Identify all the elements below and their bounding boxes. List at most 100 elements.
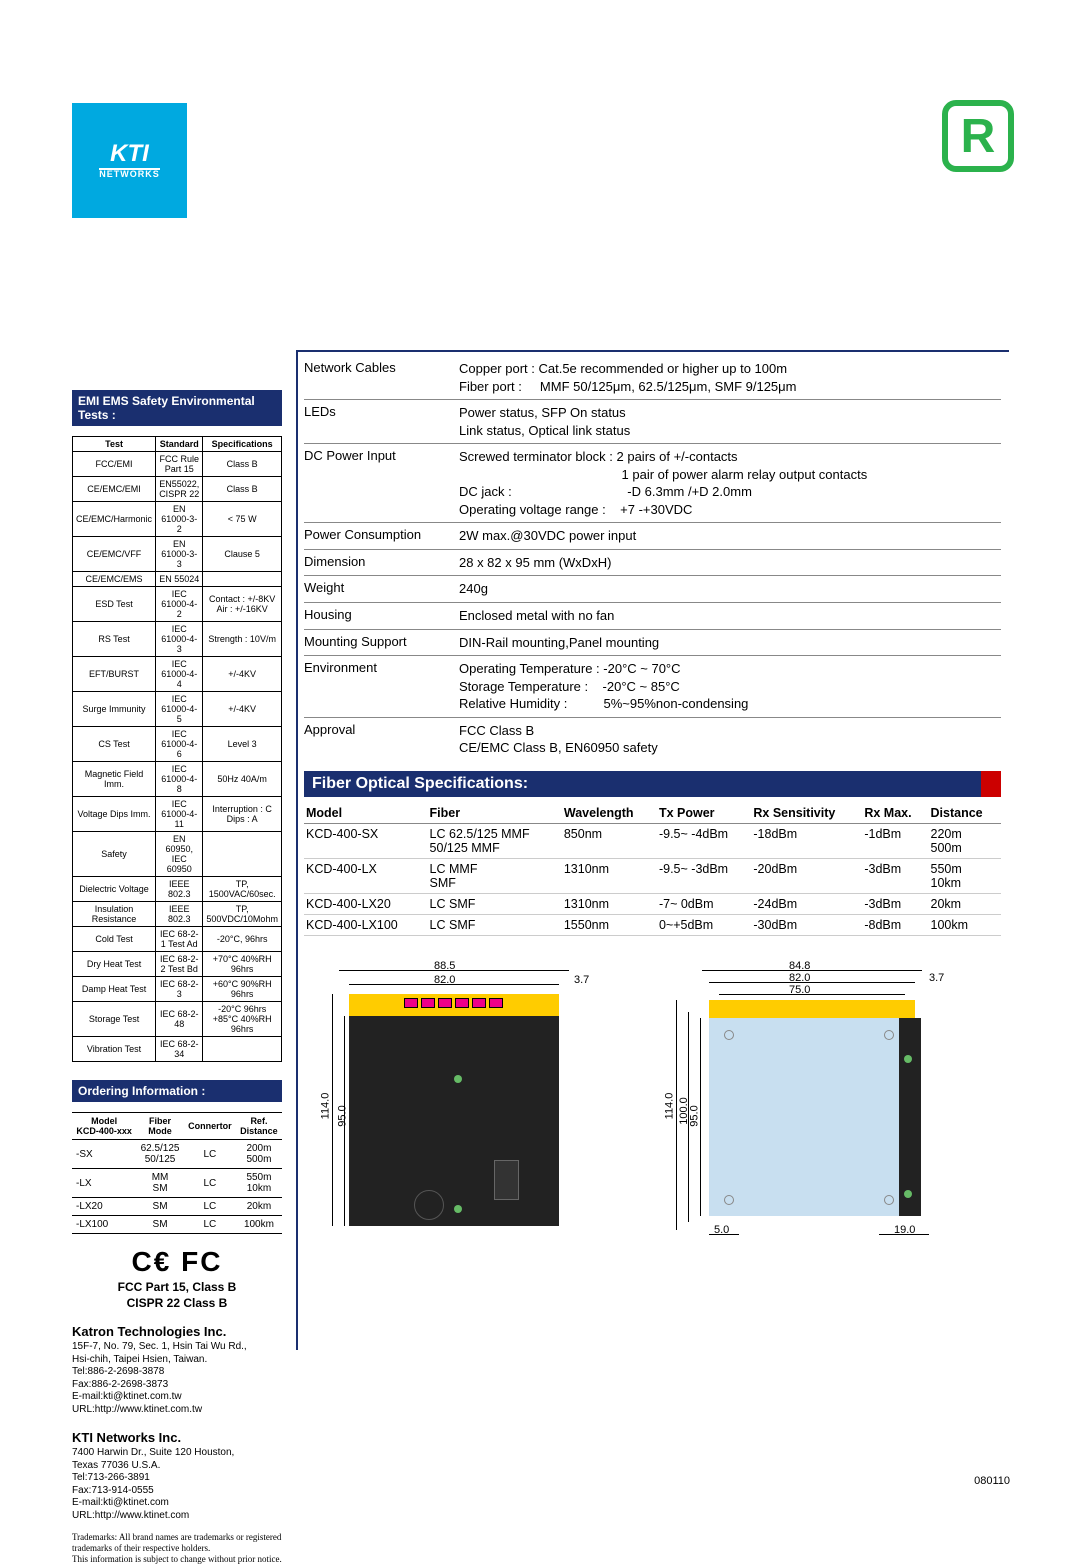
fiber-col: Wavelength xyxy=(562,803,657,824)
spec-label: Network Cables xyxy=(304,360,459,395)
emi-row: Dielectric VoltageIEEE 802.3TP, 1500VAC/… xyxy=(73,877,282,902)
spec-value: 2W max.@30VDC power input xyxy=(459,527,1001,545)
emi-row: FCC/EMIFCC Rule Part 15Class B xyxy=(73,452,282,477)
spec-value: Screwed terminator block : 2 pairs of +/… xyxy=(459,448,1001,518)
ord-col: FiberMode xyxy=(136,1113,184,1140)
spec-value: Operating Temperature : -20°C ~ 70°C Sto… xyxy=(459,660,1001,713)
cert-line2: CISPR 22 Class B xyxy=(72,1296,282,1310)
emi-row: Damp Heat TestIEC 68-2-3+60°C 90%RH 96hr… xyxy=(73,977,282,1002)
spec-value: Copper port : Cat.5e recommended or high… xyxy=(459,360,1001,395)
emi-row: Magnetic Field Imm.IEC 61000-4-850Hz 40A… xyxy=(73,762,282,797)
spec-value: Enclosed metal with no fan xyxy=(459,607,1001,625)
spec-row: EnvironmentOperating Temperature : -20°C… xyxy=(304,655,1001,717)
emi-row: Dry Heat TestIEC 68-2-2 Test Bd+70°C 40%… xyxy=(73,952,282,977)
emi-row: Cold TestIEC 68-2-1 Test Ad-20°C, 96hrs xyxy=(73,927,282,952)
spec-row: Weight240g xyxy=(304,575,1001,602)
company-block: Katron Technologies Inc. 15F-7, No. 79, S… xyxy=(72,1324,282,1416)
kti-logo-sub: NETWORKS xyxy=(99,170,160,179)
emi-row: Voltage Dips Imm.IEC 61000-4-11Interrupt… xyxy=(73,797,282,832)
ord-row: -LX20SMLC20km xyxy=(72,1198,282,1216)
spec-label: Dimension xyxy=(304,554,459,572)
trademark-text: Trademarks: All brand names are trademar… xyxy=(72,1532,282,1564)
spec-row: Mounting SupportDIN-Rail mounting,Panel … xyxy=(304,629,1001,656)
dim-r-w4: 3.7 xyxy=(929,972,944,984)
fiber-col: Distance xyxy=(929,803,1001,824)
spec-value: 28 x 82 x 95 mm (WxDxH) xyxy=(459,554,1001,572)
emi-row: Vibration TestIEC 68-2-34 xyxy=(73,1037,282,1062)
fiber-row: KCD-400-SXLC 62.5/125 MMF50/125 MMF850nm… xyxy=(304,823,1001,858)
spec-label: Power Consumption xyxy=(304,527,459,545)
dim-r-h1: 114.0 xyxy=(663,1092,675,1119)
spec-value: Power status, SFP On status Link status,… xyxy=(459,404,1001,439)
fiber-row: KCD-400-LXLC MMFSMF1310nm-9.5~ -3dBm-20d… xyxy=(304,858,1001,893)
ord-row: -LXMMSMLC550m10km xyxy=(72,1169,282,1198)
emi-row: SafetyEN 60950, IEC 60950 xyxy=(73,832,282,877)
spec-value: FCC Class B CE/EMC Class B, EN60950 safe… xyxy=(459,722,1001,757)
ord-col: Connertor xyxy=(184,1113,236,1140)
ord-row: -SX62.5/12550/125LC200m500m xyxy=(72,1140,282,1169)
right-column: Network CablesCopper port : Cat.5e recom… xyxy=(296,350,1009,1268)
spec-label: Mounting Support xyxy=(304,634,459,652)
ordering-table: ModelKCD-400-xxxFiberModeConnertorRef.Di… xyxy=(72,1112,282,1234)
dim-h1: 114.0 xyxy=(319,1092,331,1119)
spec-label: DC Power Input xyxy=(304,448,459,518)
spec-row: ApprovalFCC Class B CE/EMC Class B, EN60… xyxy=(304,717,1001,761)
emi-row: CE/EMC/VFFEN 61000-3-3Clause 5 xyxy=(73,537,282,572)
spec-label: Approval xyxy=(304,722,459,757)
ce-fcc-logos: C€ FC xyxy=(72,1246,282,1278)
emi-col: Specifications xyxy=(203,437,282,452)
spec-row: Power Consumption2W max.@30VDC power inp… xyxy=(304,522,1001,549)
diagram-front: 88.5 82.0 3.7 114.0 95.0 xyxy=(304,960,624,1260)
ord-row: -LX100SMLC100km xyxy=(72,1216,282,1234)
spec-row: HousingEnclosed metal with no fan xyxy=(304,602,1001,629)
r-badge: R xyxy=(942,100,1014,172)
fiber-col: Fiber xyxy=(428,803,562,824)
spec-value: DIN-Rail mounting,Panel mounting xyxy=(459,634,1001,652)
fiber-header: Fiber Optical Specifications: xyxy=(304,771,1001,797)
spec-label: Housing xyxy=(304,607,459,625)
emi-row: CE/EMC/EMSEN 55024 xyxy=(73,572,282,587)
emi-row: Surge ImmunityIEC 61000-4-5+/-4KV xyxy=(73,692,282,727)
fiber-col: Model xyxy=(304,803,428,824)
fiber-row: KCD-400-LX100LC SMF1550nm0~+5dBm-30dBm-8… xyxy=(304,914,1001,935)
doc-number: 080110 xyxy=(974,1475,1010,1487)
emi-row: EFT/BURSTIEC 61000-4-4+/-4KV xyxy=(73,657,282,692)
kti-logo-main: KTI xyxy=(99,142,160,170)
dim-r-h3: 95.0 xyxy=(689,1105,701,1126)
spec-label: Environment xyxy=(304,660,459,713)
emi-row: Insulation ResistanceIEEE 802.3TP, 500VD… xyxy=(73,902,282,927)
ord-col: Ref.Distance xyxy=(236,1113,282,1140)
fiber-row: KCD-400-LX20LC SMF1310nm-7~ 0dBm-24dBm-3… xyxy=(304,893,1001,914)
spec-label: LEDs xyxy=(304,404,459,439)
emi-row: CE/EMC/EMIEN55022, CISPR 22Class B xyxy=(73,477,282,502)
cert-line1: FCC Part 15, Class B xyxy=(72,1280,282,1294)
fiber-col: Rx Max. xyxy=(862,803,928,824)
dim-w3: 3.7 xyxy=(574,974,589,986)
company-name: KTI Networks Inc. xyxy=(72,1430,282,1445)
ord-col: ModelKCD-400-xxx xyxy=(72,1113,136,1140)
fiber-table: ModelFiberWavelengthTx PowerRx Sensitivi… xyxy=(304,803,1001,936)
spec-row: Dimension28 x 82 x 95 mm (WxDxH) xyxy=(304,549,1001,576)
emi-row: Storage TestIEC 68-2-48-20°C 96hrs+85°C … xyxy=(73,1002,282,1037)
spec-row: DC Power InputScrewed terminator block :… xyxy=(304,443,1001,522)
emi-table: TestStandardSpecifications FCC/EMIFCC Ru… xyxy=(72,436,282,1062)
fiber-col: Rx Sensitivity xyxy=(751,803,862,824)
kti-logo-text: KTI NETWORKS xyxy=(99,142,160,179)
fiber-col: Tx Power xyxy=(657,803,751,824)
left-column: EMI EMS Safety Environmental Tests : Tes… xyxy=(72,390,282,1564)
company-info: 15F-7, No. 79, Sec. 1, Hsin Tai Wu Rd.,H… xyxy=(72,1341,282,1416)
spec-table: Network CablesCopper port : Cat.5e recom… xyxy=(304,356,1001,761)
emi-col: Standard xyxy=(156,437,203,452)
diagram-side: 84.8 82.0 75.0 3.7 114.0 100.0 95.0 5.0 xyxy=(654,960,974,1260)
emi-header: EMI EMS Safety Environmental Tests : xyxy=(72,390,282,426)
ordering-header: Ordering Information : xyxy=(72,1080,282,1102)
spec-label: Weight xyxy=(304,580,459,598)
emi-col: Test xyxy=(73,437,156,452)
dimension-diagrams: 88.5 82.0 3.7 114.0 95.0 84.8 82.0 xyxy=(304,960,1001,1260)
company-name: Katron Technologies Inc. xyxy=(72,1324,282,1339)
dim-h2: 95.0 xyxy=(337,1105,349,1126)
emi-row: CE/EMC/HarmonicEN 61000-3-2< 75 W xyxy=(73,502,282,537)
spec-row: Network CablesCopper port : Cat.5e recom… xyxy=(304,356,1001,399)
emi-row: ESD TestIEC 61000-4-2Contact : +/-8KVAir… xyxy=(73,587,282,622)
company-block: KTI Networks Inc.7400 Harwin Dr., Suite … xyxy=(72,1430,282,1522)
